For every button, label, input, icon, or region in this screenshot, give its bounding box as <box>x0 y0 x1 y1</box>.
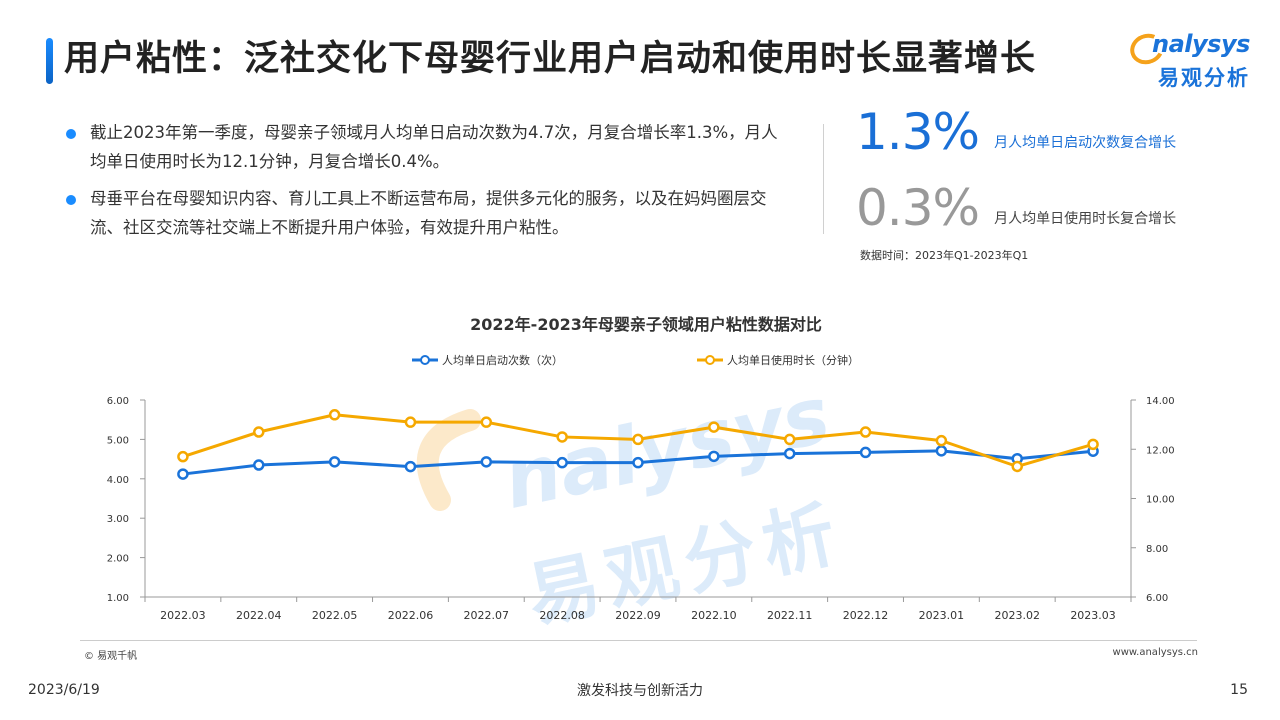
stat-launch-growth: 1.3% 月人均单日启动次数复合增长 <box>856 102 1176 162</box>
stat-value: 0.3% <box>856 179 980 237</box>
data-point <box>708 450 720 463</box>
stat-value: 1.3% <box>856 103 980 161</box>
data-point <box>556 431 568 443</box>
legend-swatch-marker <box>420 355 430 365</box>
x-tick-label: 2023.02 <box>994 609 1040 622</box>
left-y-tick-label: 2.00 <box>107 554 129 565</box>
x-tick-label: 2022.12 <box>843 609 889 622</box>
legend-label: 人均单日使用时长（分钟） <box>727 353 859 367</box>
data-point <box>480 416 493 428</box>
bullet-text: 母垂平台在母婴知识内容、育儿工具上不断运营布局，提供多元化的服务，以及在妈妈圈层… <box>90 189 767 237</box>
report-date: 2023/6/19 <box>28 682 100 698</box>
stat-label: 月人均单日使用时长复合增长 <box>994 211 1177 227</box>
data-point <box>177 450 189 463</box>
data-point <box>783 433 796 446</box>
x-tick-label: 2022.05 <box>312 609 358 622</box>
x-tick-label: 2022.06 <box>388 609 434 622</box>
bullet-text: 截止2023年第一季度，母婴亲子领域月人均单日启动次数为4.7次，月复合增长率1… <box>90 123 778 171</box>
vertical-divider <box>823 124 824 234</box>
data-point <box>783 447 796 460</box>
stat-label: 月人均单日启动次数复合增长 <box>994 135 1177 151</box>
data-point <box>480 456 493 468</box>
summary-bullets: 截止2023年第一季度，母婴亲子领域月人均单日启动次数为4.7次，月复合增长率1… <box>64 118 794 250</box>
logo-text-en: nalysys <box>1152 30 1250 58</box>
watermark-swoosh-icon <box>416 409 481 511</box>
data-point <box>177 468 189 480</box>
footer-slogan: 激发科技与创新活力 <box>577 683 703 699</box>
x-tick-label: 2022.11 <box>767 609 813 622</box>
bullet-item: 母垂平台在母婴知识内容、育儿工具上不断运营布局，提供多元化的服务，以及在妈妈圈层… <box>64 184 794 242</box>
x-tick-label: 2022.04 <box>236 609 282 622</box>
left-y-tick-label: 5.00 <box>107 435 129 446</box>
data-point <box>253 459 265 471</box>
x-tick-label: 2022.09 <box>615 609 661 622</box>
logo-text-cn: 易观分析 <box>1158 66 1250 90</box>
left-y-tick-label: 6.00 <box>107 396 129 407</box>
data-point <box>1087 438 1099 451</box>
data-point <box>328 409 341 421</box>
bullet-item: 截止2023年第一季度，母婴亲子领域月人均单日启动次数为4.7次，月复合增长率1… <box>64 118 794 176</box>
x-tick-label: 2022.07 <box>464 609 510 622</box>
data-point <box>935 445 948 457</box>
data-point <box>328 456 341 468</box>
x-tick-label: 2022.10 <box>691 609 737 622</box>
legend-label: 人均单日启动次数（次） <box>442 353 563 367</box>
data-point <box>404 460 417 473</box>
right-y-tick-label: 8.00 <box>1146 544 1168 555</box>
right-y-tick-label: 14.00 <box>1146 396 1175 407</box>
data-point <box>632 456 644 469</box>
right-y-tick-label: 12.00 <box>1146 445 1175 456</box>
page-title: 用户粘性：泛社交化下母婴行业用户启动和使用时长显著增长 <box>64 39 1037 79</box>
stat-duration-growth: 0.3% 月人均单日使用时长复合增长 <box>856 178 1176 238</box>
data-source: © 易观千帆 <box>84 651 138 662</box>
data-point <box>859 446 872 459</box>
data-point <box>1011 460 1023 473</box>
data-point <box>556 456 568 469</box>
x-tick-label: 2023.03 <box>1070 609 1116 622</box>
footer-divider <box>80 640 1197 641</box>
data-point <box>859 426 872 438</box>
bullet-dot-icon <box>66 195 76 205</box>
website-url: www.analysys.cn <box>1112 647 1198 658</box>
chart-title: 2022年-2023年母婴亲子领域用户粘性数据对比 <box>470 315 822 334</box>
legend-swatch-marker <box>705 355 715 365</box>
left-y-tick-label: 4.00 <box>107 475 129 486</box>
brand-logo: nalysys 易观分析 <box>1125 29 1260 94</box>
bullet-dot-icon <box>66 129 76 139</box>
title-accent-bar <box>46 38 53 84</box>
page-number: 15 <box>1230 682 1248 698</box>
x-tick-label: 2023.01 <box>919 609 965 622</box>
x-tick-label: 2022.08 <box>539 609 585 622</box>
right-y-tick-label: 6.00 <box>1146 593 1168 604</box>
left-y-tick-label: 1.00 <box>107 593 129 604</box>
data-point <box>708 421 720 433</box>
left-y-tick-label: 3.00 <box>107 514 129 525</box>
data-point <box>253 426 265 438</box>
data-time-note: 数据时间：2023年Q1-2023年Q1 <box>860 249 1029 262</box>
data-point <box>632 433 644 446</box>
data-point <box>404 416 417 428</box>
right-y-tick-label: 10.00 <box>1146 495 1175 506</box>
data-point <box>935 434 948 447</box>
x-tick-label: 2022.03 <box>160 609 206 622</box>
